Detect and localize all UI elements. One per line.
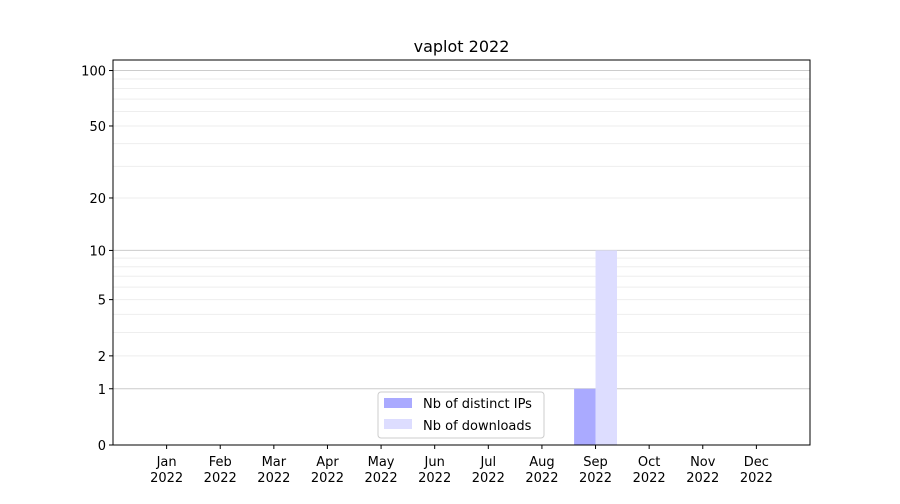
- x-tick-label: Apr 2022: [311, 455, 344, 486]
- y-tick-label: 50: [89, 120, 106, 135]
- x-tick-label: Dec 2022: [740, 455, 773, 486]
- y-tick-label: 1: [98, 383, 106, 398]
- y-tick-label: 0: [98, 439, 106, 454]
- chart-title: vaplot 2022: [414, 37, 510, 56]
- x-tick-label: Oct 2022: [633, 455, 666, 486]
- x-tick-label: Aug 2022: [525, 455, 558, 486]
- legend-label-ips: Nb of distinct IPs: [423, 397, 532, 412]
- x-tick-label: Feb 2022: [204, 455, 237, 486]
- x-tick-label: Jan 2022: [150, 455, 183, 486]
- y-tick-label: 20: [89, 192, 106, 207]
- x-tick-label: Jun 2022: [418, 455, 451, 486]
- y-tick-label: 100: [81, 65, 106, 80]
- legend-box: [377, 391, 545, 439]
- x-tick-label: Sep 2022: [579, 455, 612, 486]
- bars: [574, 250, 617, 445]
- bar-distinct-ips: [574, 388, 596, 445]
- x-tick-label: May 2022: [365, 455, 398, 486]
- legend-swatch-ips: [384, 398, 412, 408]
- x-tick-label: Mar 2022: [257, 455, 290, 486]
- x-tick-label: Nov 2022: [686, 455, 719, 486]
- bar-downloads: [595, 250, 617, 445]
- x-axis: Jan 2022 Feb 2022 Mar 2022 Apr 2022 May 2022 Jun 20…: [150, 445, 773, 486]
- grid: [113, 70, 810, 390]
- legend: Nb of distinct IPs Nb of downloads: [377, 391, 545, 439]
- legend-swatch-downloads: [384, 419, 412, 429]
- x-tick-label: Jul 2022: [472, 455, 505, 486]
- y-tick-label: 5: [98, 294, 106, 309]
- y-tick-label: 10: [89, 244, 106, 259]
- plot-frame: [112, 59, 811, 446]
- y-tick-label: 2: [98, 350, 106, 365]
- legend-label-downloads: Nb of downloads: [423, 419, 532, 434]
- y-axis: 0 1 2 5 10 20 50 100: [81, 65, 113, 454]
